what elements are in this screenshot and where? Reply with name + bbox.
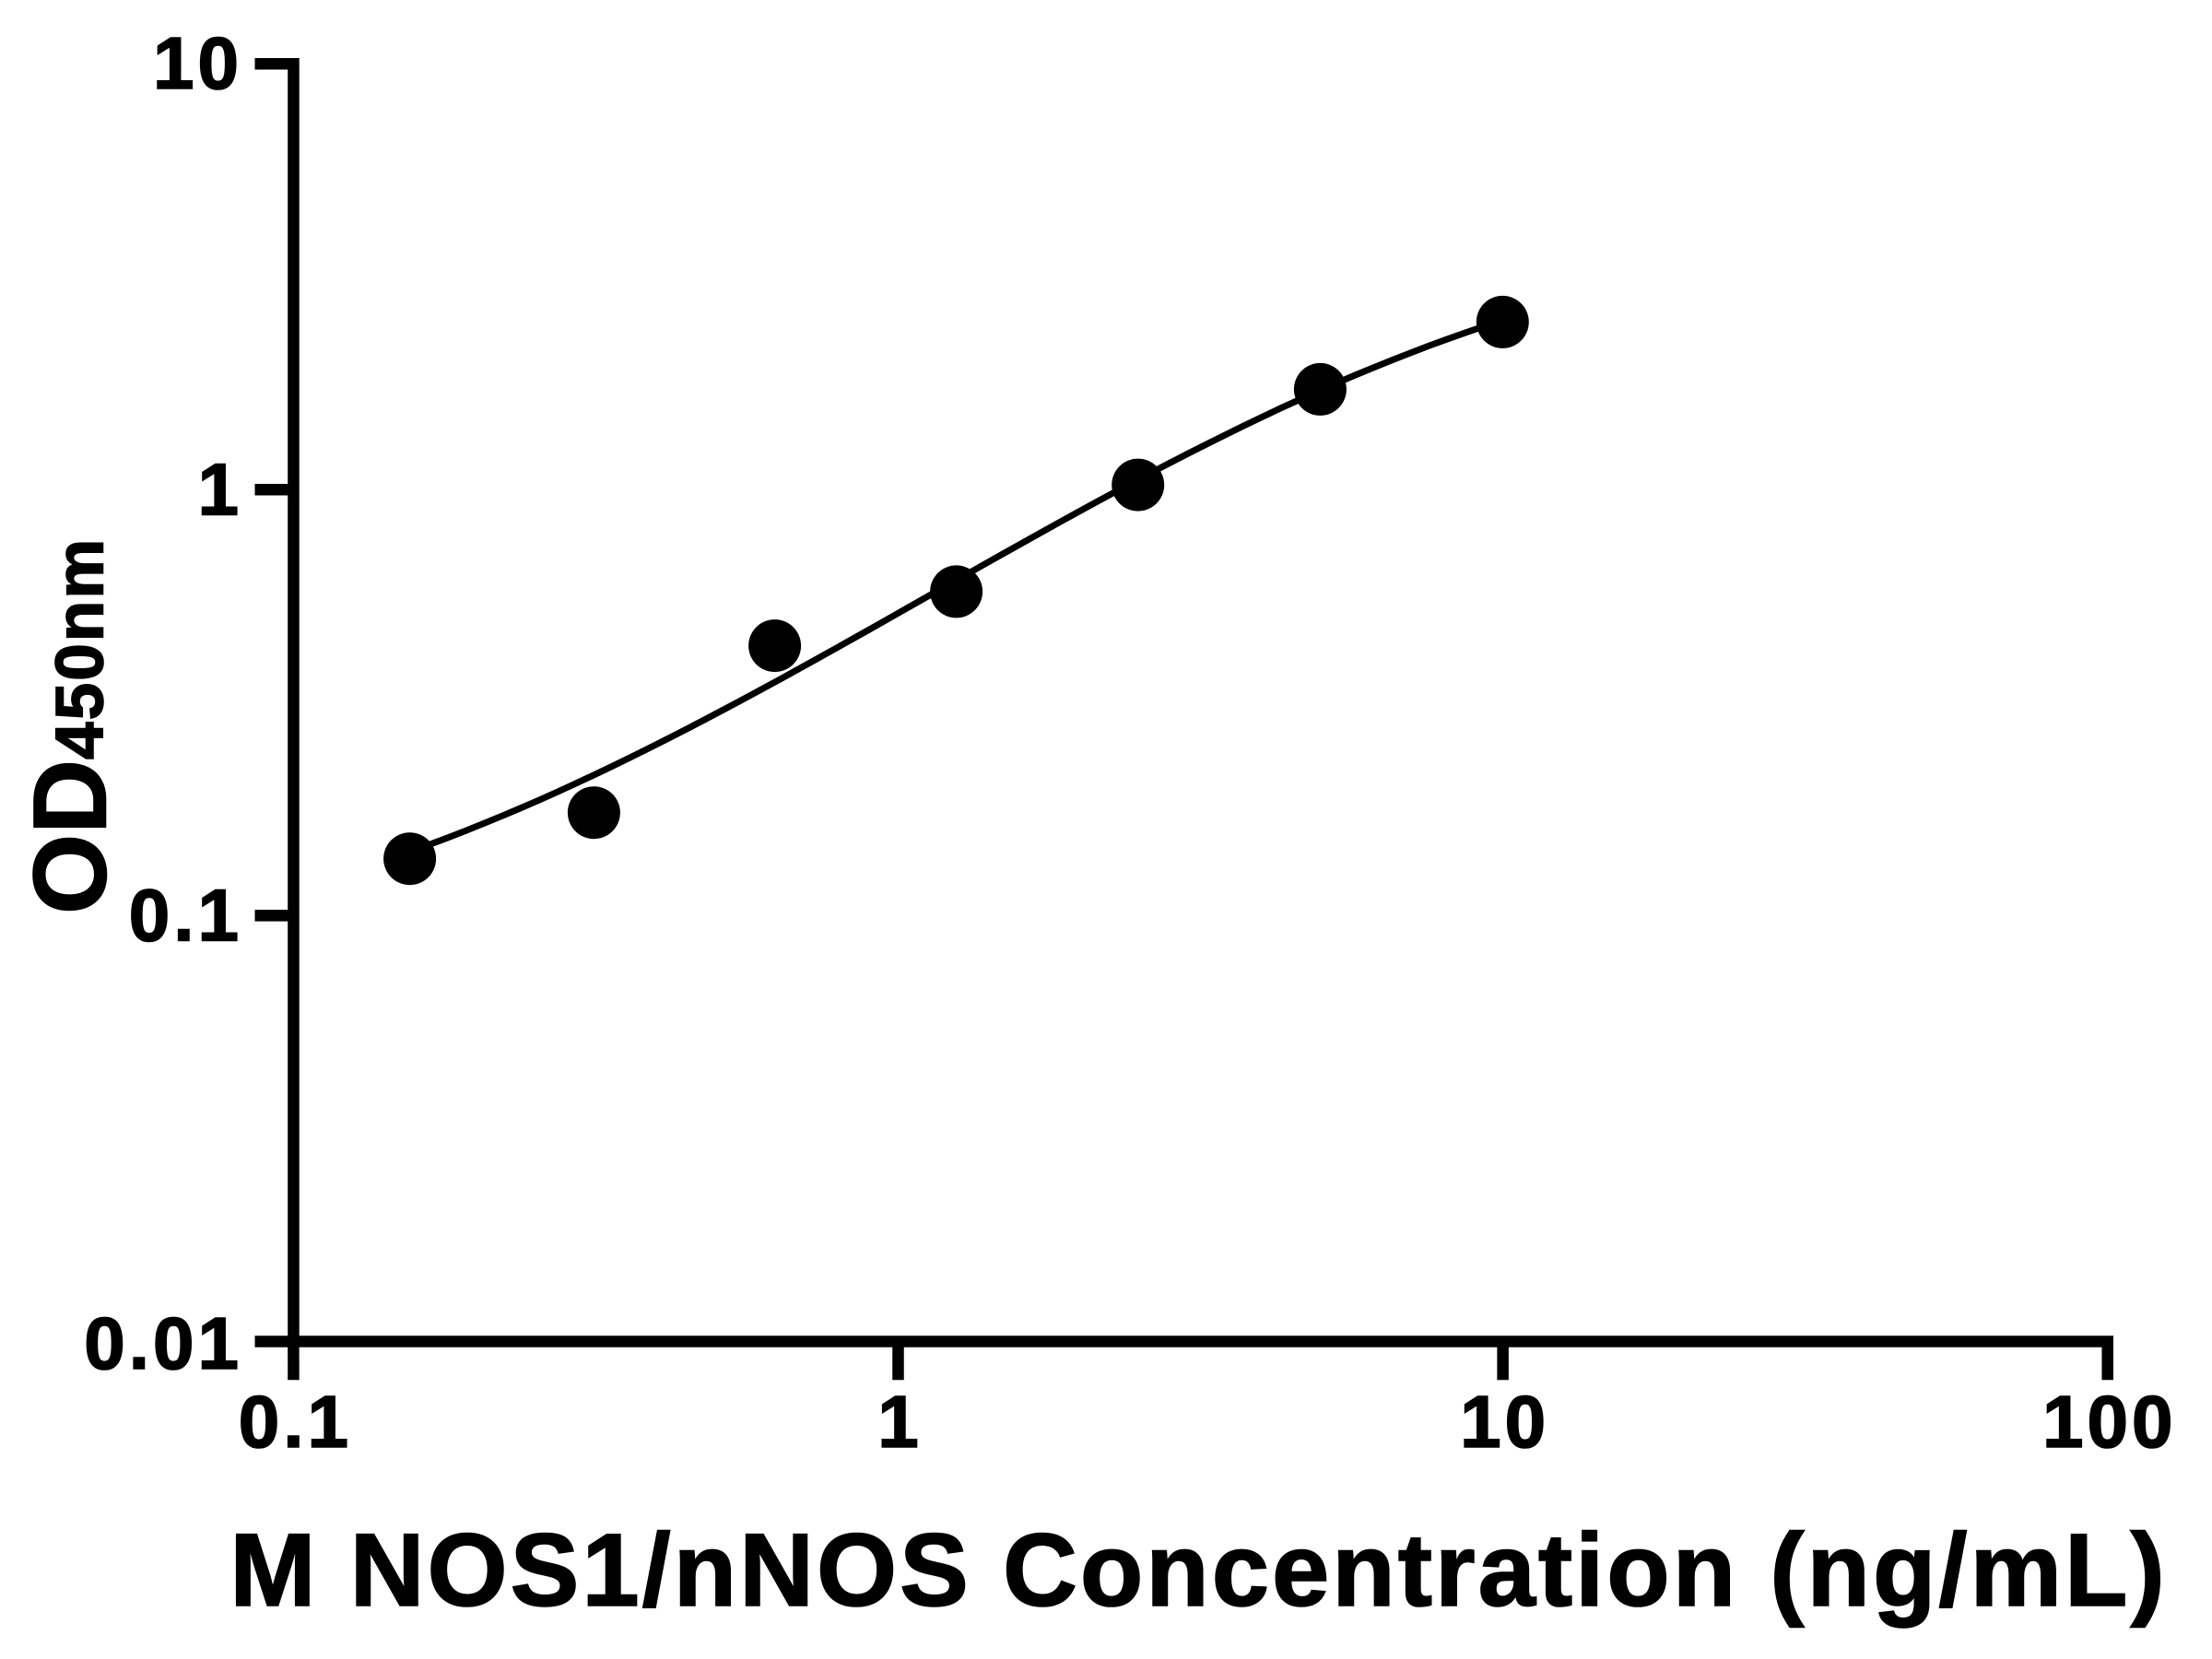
svg-text:0.01: 0.01: [84, 1302, 242, 1384]
svg-text:1: 1: [877, 1381, 923, 1463]
svg-text:1: 1: [198, 448, 243, 530]
svg-text:M NOS1/nNOS Concentration (ng/: M NOS1/nNOS Concentration (ng/mL): [229, 1512, 2168, 1628]
svg-text:0.1: 0.1: [129, 874, 242, 956]
svg-text:10: 10: [153, 22, 242, 104]
svg-text:100: 100: [2042, 1381, 2176, 1463]
svg-text:0.1: 0.1: [239, 1381, 352, 1463]
svg-text:10: 10: [1460, 1381, 1549, 1463]
